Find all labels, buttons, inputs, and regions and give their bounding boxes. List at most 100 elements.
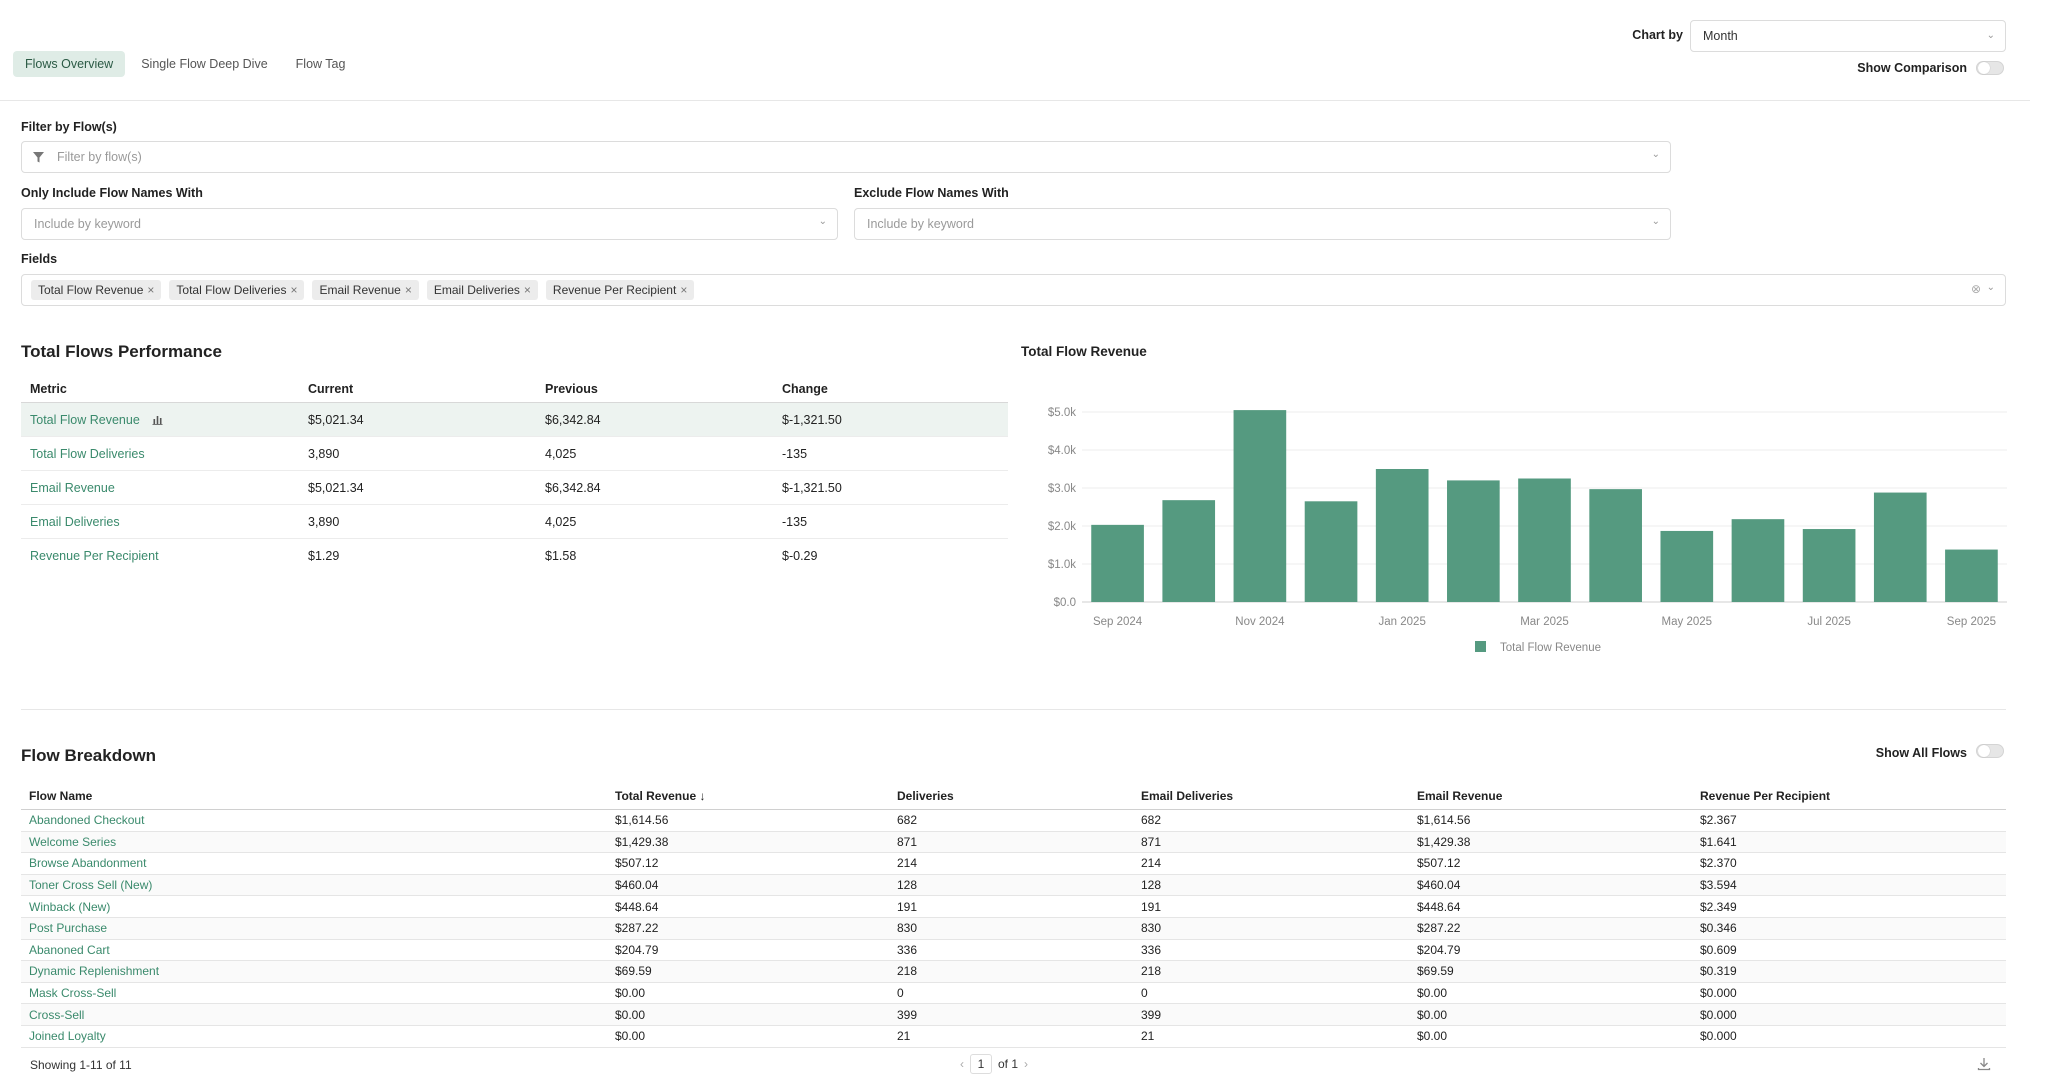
chip-label: Email Deliveries xyxy=(433,283,520,297)
field-chip[interactable]: Total Flow Deliveries × xyxy=(169,280,305,300)
flow-link[interactable]: Abandoned Checkout xyxy=(29,813,145,828)
performance-title: Total Flows Performance xyxy=(21,342,222,361)
filter-flows-input[interactable]: Filter by flow(s) ⌄ xyxy=(21,141,1671,173)
change-cell: -135 xyxy=(782,446,808,461)
page-input[interactable]: 1 xyxy=(970,1054,992,1074)
chevron-down-icon: ⌄ xyxy=(1651,216,1660,227)
flow-link[interactable]: Toner Cross Sell (New) xyxy=(29,878,153,893)
previous-cell: 4,025 xyxy=(545,446,577,461)
fields-chip-list: Total Flow Revenue × Total Flow Deliverie… xyxy=(31,280,702,300)
column-header[interactable]: Revenue Per Recipient xyxy=(1700,788,1831,803)
table-row[interactable]: Revenue Per Recipient $1.29 $1.58 $-0.29 xyxy=(21,539,1008,573)
table-row[interactable]: Browse Abandonment $507.12 214 214 $507.12 $2… xyxy=(21,853,2006,875)
column-header[interactable]: Email Deliveries xyxy=(1141,788,1234,803)
field-chip[interactable]: Email Revenue × xyxy=(312,280,419,300)
total-revenue-cell: $0.00 xyxy=(615,1029,646,1044)
field-chip[interactable]: Email Deliveries × xyxy=(426,280,538,300)
show-comparison-label: Show Comparison xyxy=(1857,61,1967,75)
chevron-right-icon[interactable]: › xyxy=(1024,1057,1029,1071)
revenue-per-recipient-cell: $3.594 xyxy=(1700,878,1737,893)
column-header[interactable]: Deliveries xyxy=(897,788,954,803)
revenue-per-recipient-cell: $2.349 xyxy=(1700,899,1737,914)
show-comparison-toggle[interactable] xyxy=(1976,61,2004,75)
table-row[interactable]: Dynamic Replenishment $69.59 218 218 $69.59 $… xyxy=(21,961,2006,983)
table-row[interactable]: Total Flow Deliveries 3,890 4,025 -135 xyxy=(21,437,1008,471)
legend-swatch xyxy=(1475,641,1486,652)
clear-icon[interactable]: ⊗ xyxy=(1970,282,1981,296)
column-header-sorted[interactable]: Total Revenue ↓ xyxy=(615,788,706,803)
page-total: of 1 xyxy=(998,1057,1019,1071)
field-chip[interactable]: Total Flow Revenue × xyxy=(31,280,162,300)
fields-label: Fields xyxy=(21,252,58,266)
bar xyxy=(1873,492,1927,602)
close-icon[interactable]: × xyxy=(404,283,412,297)
only-include-input[interactable]: Include by keyword ⌄ xyxy=(21,208,838,240)
current-cell: 3,890 xyxy=(308,446,340,461)
deliveries-cell: 871 xyxy=(897,834,918,849)
metric-link[interactable]: Email Revenue xyxy=(30,480,115,495)
column-header[interactable]: Email Revenue xyxy=(1417,788,1503,803)
column-header[interactable]: Flow Name xyxy=(29,788,93,803)
revenue-per-recipient-cell: $2.370 xyxy=(1700,856,1737,871)
metric-link[interactable]: Total Flow Revenue xyxy=(30,412,140,427)
x-tick-label: Sep 2025 xyxy=(1947,616,1996,628)
chevron-left-icon[interactable]: ‹ xyxy=(960,1057,964,1071)
flow-link[interactable]: Joined Loyalty xyxy=(29,1029,106,1044)
metric-cell: Total Flow Deliveries xyxy=(21,447,299,461)
table-row[interactable]: Cross-Sell $0.00 399 399 $0.00 $0.000 xyxy=(21,1004,2006,1026)
fields-multiselect[interactable]: Total Flow Revenue × Total Flow Deliverie… xyxy=(21,274,2006,306)
legend-label: Total Flow Revenue xyxy=(1500,642,1601,654)
total-revenue-cell: $1,614.56 xyxy=(615,813,669,828)
email-deliveries-cell: 0 xyxy=(1141,986,1148,1001)
table-row[interactable]: Email Revenue $5,021.34 $6,342.84 $-1,32… xyxy=(21,471,1008,505)
close-icon[interactable]: × xyxy=(680,283,688,297)
flow-link[interactable]: Post Purchase xyxy=(29,921,108,936)
bar-chart-icon[interactable] xyxy=(152,415,163,425)
flow-link[interactable]: Winback (New) xyxy=(29,899,111,914)
tab-single-flow-deep-dive[interactable]: Single Flow Deep Dive xyxy=(141,57,268,71)
flow-link[interactable]: Cross-Sell xyxy=(29,1007,85,1022)
table-row[interactable]: Toner Cross Sell (New) $460.04 128 128 $460.… xyxy=(21,874,2006,897)
email-deliveries-cell: 21 xyxy=(1141,1029,1155,1044)
showing-count: Showing 1-11 of 11 xyxy=(30,1058,132,1072)
y-tick-label: $5.0k xyxy=(1048,407,1076,419)
table-row[interactable]: Total Flow Revenue $5,021.34 $6,342.84 $… xyxy=(21,403,1008,437)
flow-link[interactable]: Welcome Series xyxy=(29,834,117,849)
deliveries-cell: 191 xyxy=(897,899,918,914)
breakdown-table: Flow Name Total Revenue ↓ Deliveries Ema… xyxy=(21,782,2006,1048)
download-icon[interactable] xyxy=(1977,1057,1991,1071)
deliveries-cell: 682 xyxy=(897,813,918,828)
email-revenue-cell: $204.79 xyxy=(1417,942,1461,957)
metric-link[interactable]: Total Flow Deliveries xyxy=(30,446,145,461)
chart-by-select[interactable]: Month ⌄ xyxy=(1690,20,2006,52)
flow-link[interactable]: Browse Abandonment xyxy=(29,856,147,871)
total-revenue-cell: $507.12 xyxy=(615,856,659,871)
email-deliveries-cell: 830 xyxy=(1141,921,1162,936)
close-icon[interactable]: × xyxy=(523,283,531,297)
table-row[interactable]: Post Purchase $287.22 830 830 $287.22 $0.346 xyxy=(21,917,2006,940)
table-row[interactable]: Abanoned Cart $204.79 336 336 $204.79 $0.609 xyxy=(21,940,2006,962)
revenue-per-recipient-cell: $0.346 xyxy=(1700,921,1737,936)
tab-flows-overview[interactable]: Flows Overview xyxy=(13,51,126,77)
table-row[interactable]: Mask Cross-Sell $0.00 0 0 $0.00 $0.000 xyxy=(21,983,2006,1005)
flow-name-cell: Browse Abandonment xyxy=(21,856,607,870)
table-row[interactable]: Welcome Series $1,429.38 871 871 $1,429.38 $1… xyxy=(21,831,2006,854)
exclude-input[interactable]: Include by keyword ⌄ xyxy=(854,208,1671,240)
metric-link[interactable]: Revenue Per Recipient xyxy=(30,549,159,563)
close-icon[interactable]: × xyxy=(290,283,298,297)
close-icon[interactable]: × xyxy=(147,283,155,297)
tab-flow-tag[interactable]: Flow Tag xyxy=(295,57,346,71)
flow-name-cell: Abandoned Checkout xyxy=(21,813,607,827)
table-row[interactable]: Joined Loyalty $0.00 21 21 $0.00 $0.000 xyxy=(21,1026,2006,1048)
table-row[interactable]: Winback (New) $448.64 191 191 $448.64 $2.349 xyxy=(21,896,2006,918)
table-row[interactable]: Email Deliveries 3,890 4,025 -135 xyxy=(21,505,1008,539)
flow-link[interactable]: Dynamic Replenishment xyxy=(29,964,160,979)
show-all-flows-toggle[interactable] xyxy=(1976,744,2004,758)
flow-link[interactable]: Abanoned Cart xyxy=(29,942,110,957)
flow-link[interactable]: Mask Cross-Sell xyxy=(29,986,117,1001)
email-revenue-cell: $460.04 xyxy=(1417,878,1461,893)
metric-link[interactable]: Email Deliveries xyxy=(30,514,120,529)
field-chip[interactable]: Revenue Per Recipient × xyxy=(545,280,695,300)
total-revenue-cell: $69.59 xyxy=(615,964,652,979)
table-row[interactable]: Abandoned Checkout $1,614.56 682 682 $1,614.… xyxy=(21,810,2006,832)
